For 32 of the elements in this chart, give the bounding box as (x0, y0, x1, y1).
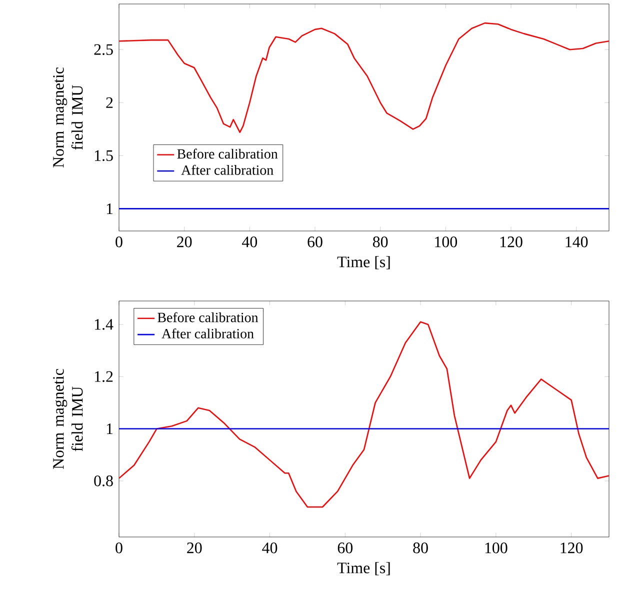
y-tick-label: 1 (106, 424, 113, 434)
x-tick-label: 100 (435, 236, 458, 248)
y-tick-label: 0.8 (94, 476, 113, 486)
y-tick-label: 1 (106, 203, 113, 214)
legend-label: Before calibration (177, 148, 278, 159)
x-axis-title: Time [s] (337, 256, 390, 270)
x-axis-title: Time [s] (337, 562, 390, 576)
legend-label: Before calibration (158, 312, 258, 322)
y-tick-label: 1.4 (94, 319, 114, 330)
legend-label: After calibration (162, 328, 254, 338)
line-series (119, 22, 610, 133)
x-tick-label: 40 (242, 236, 258, 248)
x-tick-label: 40 (262, 542, 278, 554)
legend-label: After calibration (181, 164, 274, 175)
x-tick-label: 20 (187, 542, 202, 554)
y-tick-label: 1.5 (94, 150, 113, 162)
x-tick-label: 60 (308, 236, 322, 248)
x-tick-label: 60 (338, 542, 353, 554)
x-tick-label: 140 (566, 236, 588, 248)
y-tick-label: 1.2 (94, 371, 113, 382)
x-tick-label: 0 (116, 236, 122, 248)
x-tick-label: 20 (177, 236, 192, 248)
x-tick-label: 120 (500, 236, 522, 248)
x-tick-label: 80 (413, 542, 428, 554)
x-tick-label: 80 (372, 236, 388, 248)
y-axis-title: Norm magnetic field IMU (53, 68, 83, 168)
y-axis-title: Norm magnetic field IMU (53, 369, 83, 469)
x-tick-label: 0 (116, 542, 122, 554)
x-tick-label: 100 (485, 542, 508, 554)
x-tick-label: 120 (560, 542, 583, 554)
y-tick-label: 2 (106, 97, 113, 108)
y-tick-label: 2.5 (94, 44, 113, 55)
